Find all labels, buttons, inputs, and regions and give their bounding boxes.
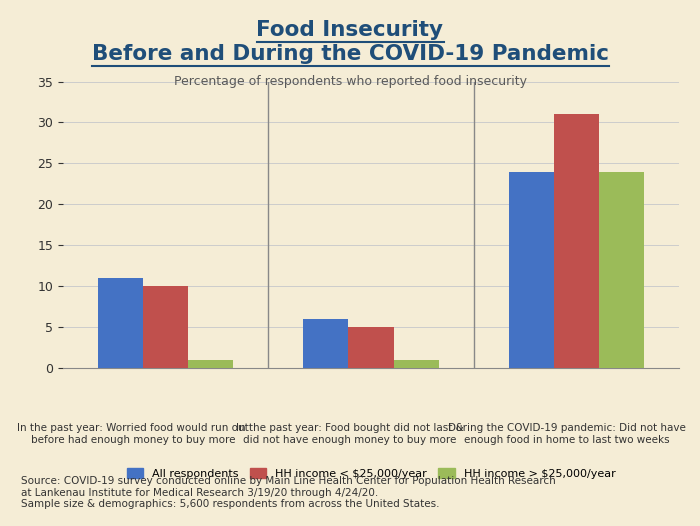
- Bar: [349, 327, 393, 368]
- Text: Before and During the COVID-19 Pandemic: Before and During the COVID-19 Pandemic: [92, 44, 608, 64]
- Bar: [143, 286, 188, 368]
- Bar: [303, 319, 349, 368]
- Text: During the COVID-19 pandemic: Did not have
enough food in home to last two weeks: During the COVID-19 pandemic: Did not ha…: [448, 423, 686, 445]
- Bar: [98, 278, 143, 368]
- Bar: [554, 114, 599, 368]
- Bar: [188, 360, 233, 368]
- Legend: All respondents, HH income < $25,000/year, HH income > $25,000/year: All respondents, HH income < $25,000/yea…: [122, 463, 620, 483]
- Text: Source: COVID-19 survey conducted online by Main Line Health Center for Populati: Source: COVID-19 survey conducted online…: [21, 476, 556, 509]
- Text: Percentage of respondents who reported food insecurity: Percentage of respondents who reported f…: [174, 75, 526, 88]
- Bar: [393, 360, 439, 368]
- Text: In the past year: Food bought did not last &
did not have enough money to buy mo: In the past year: Food bought did not la…: [236, 423, 464, 445]
- Text: In the past year: Worried food would run out
before had enough money to buy more: In the past year: Worried food would run…: [17, 423, 249, 445]
- Bar: [599, 171, 644, 368]
- Bar: [509, 171, 554, 368]
- Text: Food Insecurity: Food Insecurity: [256, 20, 444, 40]
